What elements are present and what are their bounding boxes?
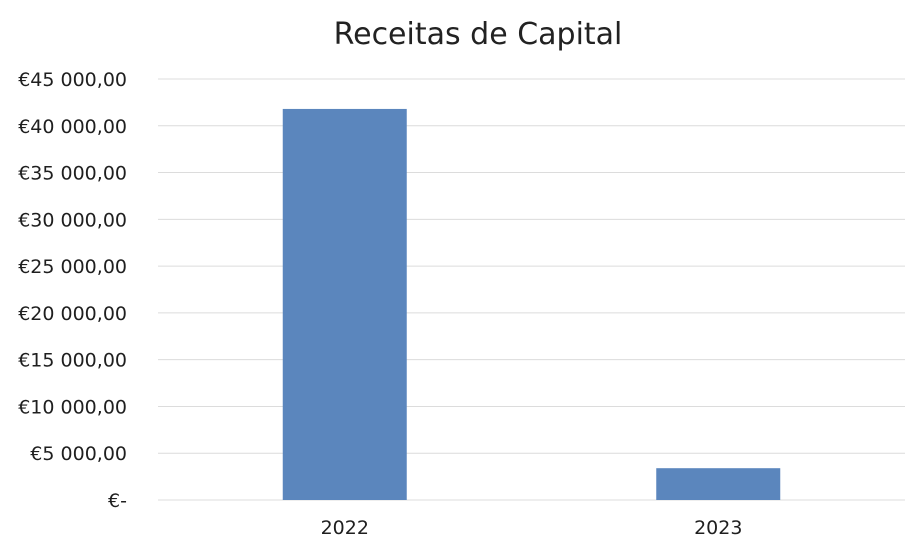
- y-tick-label-9: €45 000,00: [18, 69, 127, 91]
- y-tick-label-8: €40 000,00: [18, 116, 127, 138]
- x-category-label-2022: 2022: [321, 517, 369, 539]
- bar-2022: [282, 108, 407, 500]
- y-tick-label-2: €10 000,00: [18, 396, 127, 418]
- bars: [282, 108, 781, 500]
- y-tick-label-6: €30 000,00: [18, 209, 127, 231]
- y-tick-label-4: €20 000,00: [18, 303, 127, 325]
- bar-2023: [656, 468, 781, 500]
- y-axis-tick-labels: €- €5 000,00 €10 000,00 €15 000,00 €20 000,0…: [18, 69, 127, 512]
- y-tick-label-0: €-: [108, 490, 127, 512]
- gridlines: [158, 78, 905, 501]
- chart-title: Receitas de Capital: [334, 17, 623, 52]
- y-tick-label-5: €25 000,00: [18, 256, 127, 278]
- y-tick-label-7: €35 000,00: [18, 163, 127, 185]
- y-tick-label-1: €5 000,00: [30, 443, 127, 465]
- x-category-label-2023: 2023: [694, 517, 742, 539]
- y-tick-label-3: €15 000,00: [18, 350, 127, 372]
- x-axis-category-labels: 2022 2023: [321, 517, 743, 539]
